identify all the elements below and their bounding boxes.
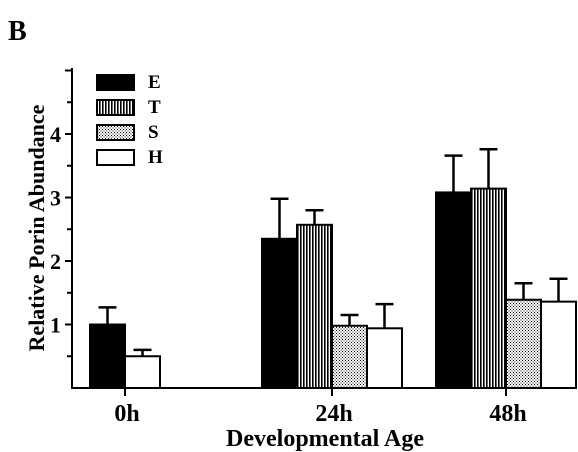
legend-swatch-E [96,74,135,91]
bars [89,147,577,390]
x-tick-label: 24h [315,401,352,427]
x-tick-label: 0h [114,401,139,427]
y-axis-label: Relative Porin Abundance [24,104,49,351]
bar-H-48h [540,300,577,390]
bar-H-24h [366,327,403,389]
y-tick-label: 2 [50,249,61,274]
bar-S-48h [505,298,542,389]
legend-swatch-H [96,149,135,166]
bar-E-24h [261,237,298,389]
y-tick-label: 3 [50,186,61,211]
legend-label-H: H [148,147,163,168]
legend-swatch-S [96,124,135,141]
bar-T-48h [470,187,507,389]
legend-label-T: T [148,97,161,118]
bar-E-48h [435,191,472,389]
y-tick-label: 1 [50,313,61,338]
legend-label-E: E [148,72,161,93]
bar-S-24h [331,324,368,389]
x-tick-label: 48h [489,401,526,427]
y-tick-label: 4 [50,122,61,147]
bar-E-0h [89,323,126,389]
bar-T-24h [296,223,333,389]
legend-swatch-T [96,99,135,116]
x-axis-label: Developmental Age [226,426,424,452]
legend-label-S: S [148,122,159,143]
panel-label: B [8,16,27,47]
bar-H-0h [124,355,161,389]
